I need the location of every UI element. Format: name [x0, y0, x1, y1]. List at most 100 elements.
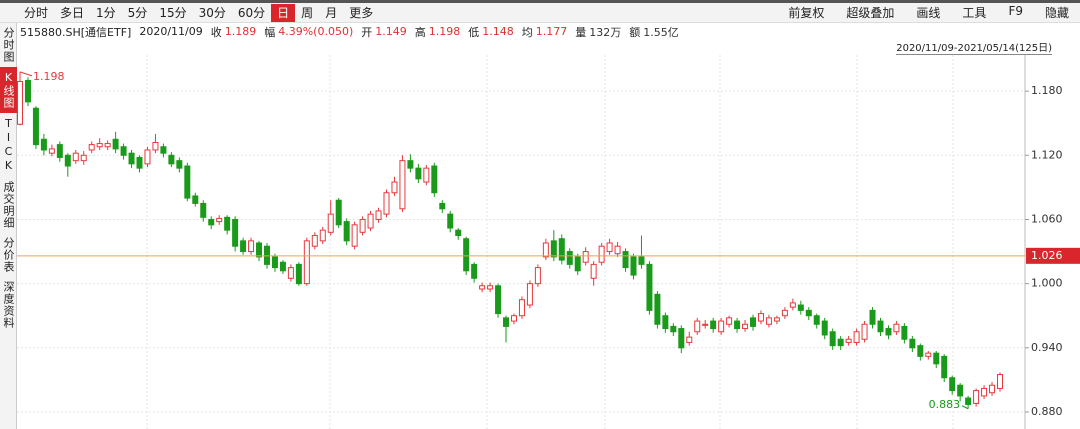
candle-body — [72, 152, 79, 162]
candle-body — [590, 263, 597, 279]
candle-body — [80, 154, 87, 162]
period-tab[interactable]: 日 — [271, 3, 296, 22]
period-tab[interactable]: 更多 — [349, 5, 374, 20]
candle-body — [909, 338, 916, 349]
candle-body — [821, 320, 828, 336]
quote-label: 量 — [575, 25, 587, 39]
quote-value: 1.177 — [535, 25, 568, 38]
candle-body — [367, 213, 374, 229]
candle-body — [957, 384, 964, 397]
candle-body — [662, 315, 669, 330]
quote-label: 均 — [521, 25, 533, 39]
period-tab[interactable]: 15分 — [159, 5, 187, 20]
quote-value: 132万 — [589, 25, 622, 39]
quote-label: 开 — [361, 25, 373, 39]
candle-body — [32, 107, 39, 146]
chart: 0.880 0.940 1.000 1.060 1.120 1.180 1.198 0.883… — [17, 55, 1080, 429]
side-tab[interactable]: 分价表 — [2, 237, 15, 273]
candle-body — [941, 355, 948, 379]
candle-body — [256, 242, 263, 258]
tool-button[interactable]: 前复权 — [788, 6, 825, 20]
candle-body — [638, 256, 645, 265]
candle-body — [925, 352, 932, 357]
candle-body — [765, 317, 772, 325]
candle-body — [901, 325, 908, 340]
candle-body — [391, 181, 398, 194]
candle-body — [407, 160, 414, 169]
candle-body — [845, 338, 852, 343]
candle-body — [144, 149, 151, 165]
candle-body — [423, 167, 430, 183]
candle-body — [279, 261, 286, 272]
y-tick-label: 0.880 — [1031, 405, 1063, 418]
quote-value: 1.149 — [375, 25, 407, 38]
candle-body — [805, 309, 812, 317]
quote-label: 收 — [210, 25, 222, 39]
candle-body — [375, 210, 382, 220]
candle-body — [271, 256, 278, 269]
period-tab[interactable]: 1分 — [96, 5, 116, 20]
candle-body — [287, 267, 294, 279]
candle-body — [383, 192, 390, 215]
candle-body — [439, 202, 446, 210]
candle-body — [726, 317, 733, 325]
period-tab[interactable]: 周 — [301, 5, 314, 20]
candle-body — [455, 229, 462, 237]
y-tick-label: 1.120 — [1031, 148, 1063, 161]
side-tab[interactable]: TICK — [2, 117, 15, 173]
tool-button[interactable]: 工具 — [962, 6, 987, 20]
tool-button[interactable]: F9 — [1008, 4, 1023, 18]
candle-body — [40, 138, 47, 151]
quote-label: 高 — [414, 25, 426, 39]
candle-body — [981, 387, 988, 397]
candle-body — [240, 240, 247, 253]
candle-body — [503, 317, 510, 327]
period-tab[interactable]: 分时 — [24, 5, 49, 20]
candle-body — [415, 167, 422, 180]
y-tick-label: 1.000 — [1031, 277, 1063, 290]
candle-body — [781, 309, 788, 317]
period-tabs: 分时 多日 1分 5分 15分 30分 60分日周月更多 — [0, 3, 379, 22]
tool-button[interactable]: 画线 — [916, 6, 941, 20]
tool-button[interactable]: 超级叠加 — [846, 6, 895, 20]
period-tab[interactable]: 多日 — [60, 5, 85, 20]
candle-body — [734, 320, 741, 330]
candle-body — [136, 156, 143, 169]
period-tab[interactable]: 月 — [325, 5, 338, 20]
period-tab[interactable]: 30分 — [198, 5, 226, 20]
candle-body — [399, 160, 406, 210]
side-tab[interactable]: 深度资料 — [2, 281, 15, 329]
candle-body — [550, 240, 557, 258]
candle-body — [431, 165, 438, 194]
sidebar: 分时图 K线图 TICK 成交明细分价表深度资料 — [0, 23, 17, 429]
candle-body — [359, 218, 366, 233]
candle-body — [949, 377, 956, 392]
candle-body — [861, 323, 868, 340]
quote-value: 4.39%(0.050) — [278, 25, 354, 38]
candle-body — [789, 302, 796, 308]
y-tick-label: 1.060 — [1031, 212, 1063, 225]
tool-menu: 前复权 超级叠加 画线 工具 F9 隐藏 — [777, 4, 1080, 21]
side-tab[interactable]: 成交明细 — [2, 181, 15, 229]
side-tab[interactable]: 分时图 — [2, 27, 15, 63]
quote-value: 1.55亿 — [643, 25, 679, 39]
tool-button[interactable]: 隐藏 — [1044, 6, 1069, 20]
candle-body — [447, 213, 454, 229]
candle-body — [518, 299, 525, 317]
period-tab[interactable]: 60分 — [237, 5, 266, 20]
side-tab[interactable]: K线图 — [0, 67, 17, 113]
candle-body — [343, 221, 350, 242]
min-label: 0.883 — [929, 398, 961, 411]
period-tab[interactable]: 5分 — [127, 5, 148, 20]
candle-body — [479, 285, 486, 290]
candle-body — [24, 79, 31, 103]
candle-body — [17, 81, 23, 125]
candle-body — [973, 390, 980, 404]
candle-body — [120, 146, 127, 156]
candle-body — [152, 141, 159, 151]
toolbar: 分时 多日 1分 5分 15分 30分 60分日周月更多 前复权 超级叠加 画线 工具 F9 隐藏 — [0, 0, 1080, 23]
max-pointer — [19, 71, 33, 77]
candle-body — [295, 263, 302, 285]
candle-body — [335, 199, 342, 226]
candle-body — [702, 323, 709, 326]
